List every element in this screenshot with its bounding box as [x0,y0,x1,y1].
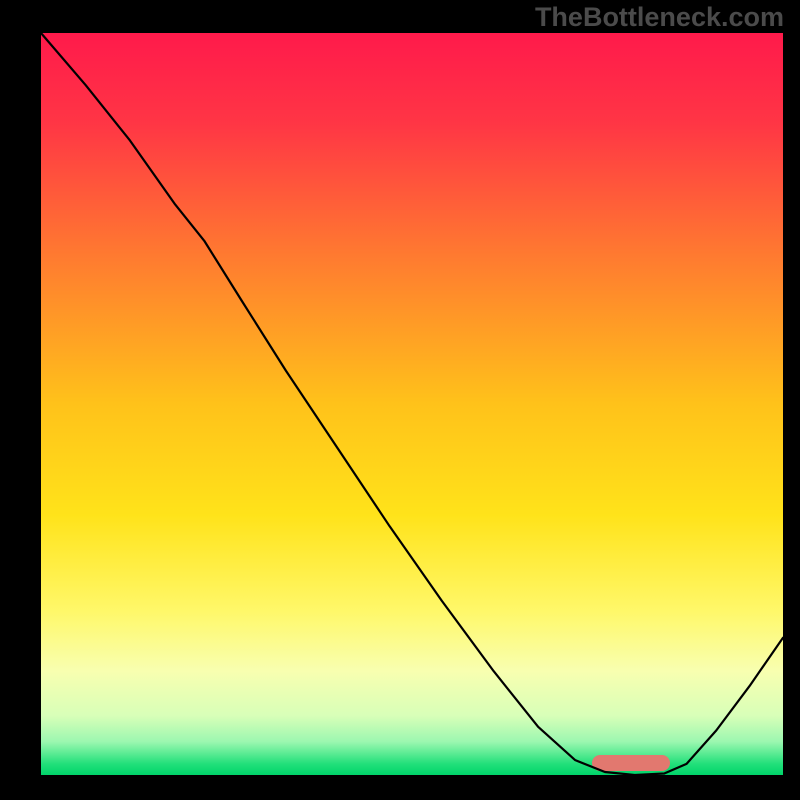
watermark-text: TheBottleneck.com [535,2,784,33]
chart-container: TheBottleneck.com [0,0,800,800]
curve-layer [41,33,783,775]
plot-area [41,33,783,775]
performance-curve [41,33,783,775]
